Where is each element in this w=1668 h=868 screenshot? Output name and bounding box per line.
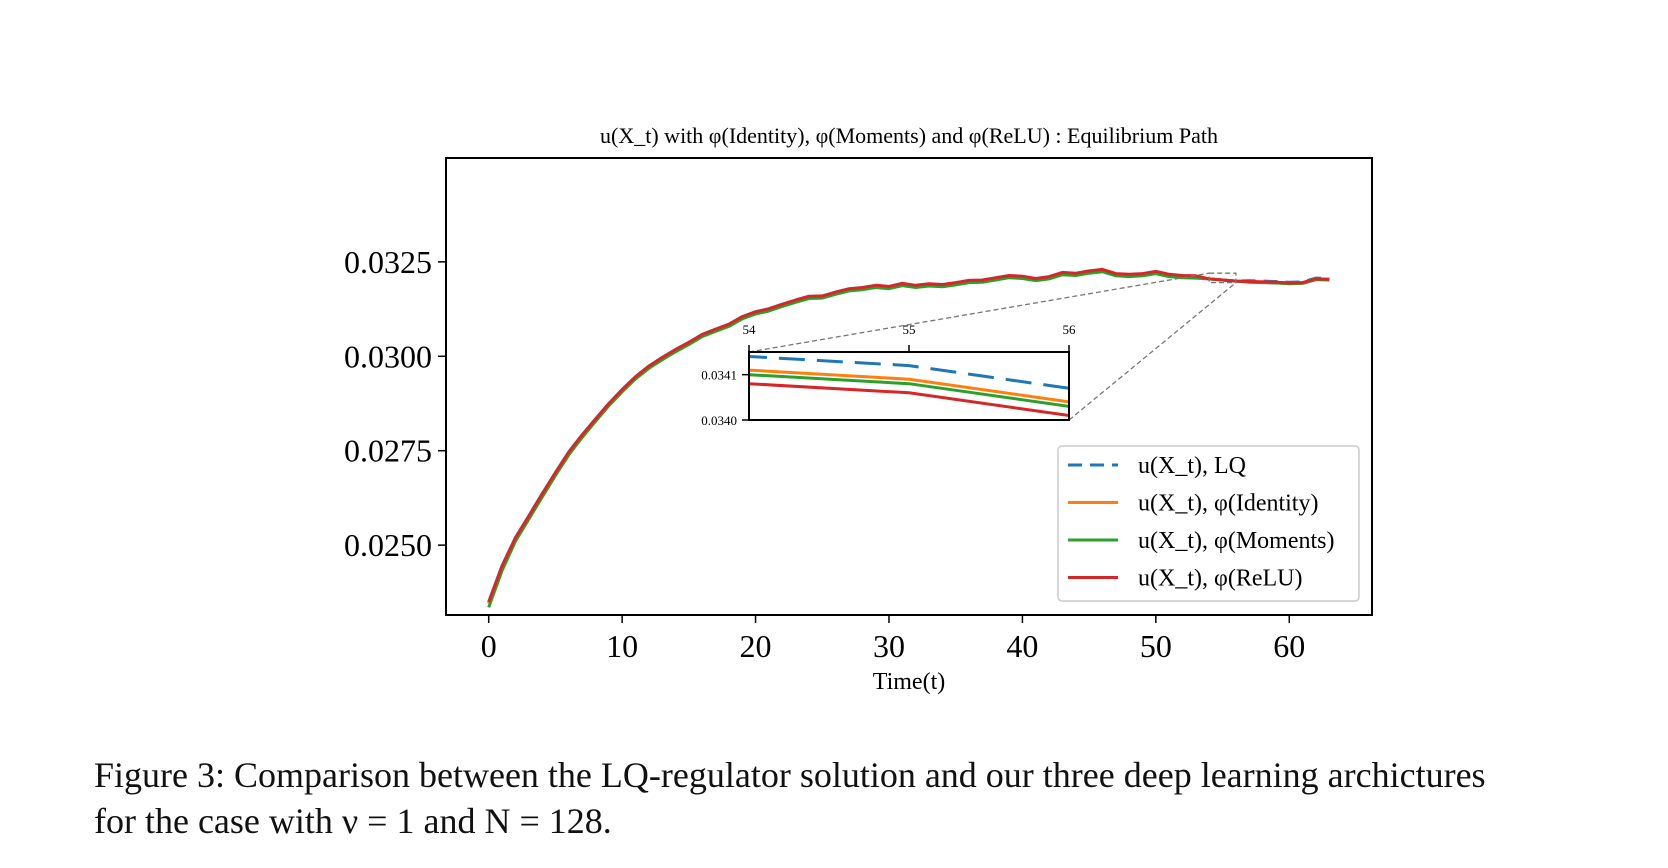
zoom-region	[1208, 272, 1237, 284]
y-tick-label: 0.0325	[344, 244, 432, 280]
zoom-connectors	[748, 272, 1237, 421]
series-line	[487, 267, 1330, 603]
x-tick-label: 0	[481, 628, 497, 664]
inset-series	[749, 354, 1069, 418]
y-tick-label: 0.0250	[344, 527, 432, 563]
x-tick-labels: 0 10 20 30 40 50 60	[481, 628, 1306, 664]
x-axis-label: Time(t)	[873, 669, 945, 695]
caption-line-1: Figure 3: Comparison between the LQ-regu…	[94, 755, 1486, 795]
x-tick-label: 30	[873, 628, 905, 664]
legend: u(X_t), LQ u(X_t), φ(Identity) u(X_t), φ(M…	[1057, 445, 1360, 602]
legend-box	[1057, 445, 1360, 602]
series-group	[487, 267, 1330, 608]
inset-series-line	[749, 354, 1069, 390]
legend-label: u(X_t), φ(Moments)	[1138, 528, 1335, 554]
x-tick-label: 10	[606, 628, 638, 664]
legend-label: u(X_t), LQ	[1138, 453, 1246, 479]
inset-x-tick-label: 54	[743, 322, 757, 337]
axis-ticks	[438, 261, 1291, 623]
figure-caption: Figure 3: Comparison between the LQ-regu…	[94, 752, 1654, 844]
y-tick-label: 0.0300	[344, 338, 432, 374]
inset-series-line	[749, 368, 1069, 404]
series-line	[487, 270, 1330, 608]
x-tick-label: 60	[1273, 628, 1305, 664]
inset-y-tick-label: 0.0341	[701, 368, 737, 383]
inset-x-tick-label: 55	[903, 322, 916, 337]
plot-frame	[445, 157, 1373, 616]
inset-series-line	[749, 373, 1069, 408]
y-tick-labels: 0.0250 0.0275 0.0300 0.0325	[344, 244, 432, 563]
inset-y-tick-label: 0.0340	[701, 413, 737, 428]
legend-label: u(X_t), φ(ReLU)	[1138, 566, 1302, 592]
y-tick-label: 0.0275	[344, 433, 432, 469]
inset-x-tick-label: 56	[1063, 322, 1077, 337]
x-tick-label: 40	[1006, 628, 1038, 664]
inset-series-line	[749, 382, 1069, 418]
connector-line	[748, 272, 1210, 353]
connector-line	[1068, 282, 1237, 421]
x-tick-label: 50	[1140, 628, 1172, 664]
x-tick-label: 20	[740, 628, 772, 664]
legend-label: u(X_t), φ(Identity)	[1138, 491, 1318, 517]
caption-line-2: for the case with ν = 1 and N = 128.	[94, 801, 612, 841]
inset-plot: 54 55 56 0.0341 0.0340	[701, 322, 1077, 428]
chart-title: u(X_t) with φ(Identity), φ(Moments) and …	[600, 123, 1218, 148]
